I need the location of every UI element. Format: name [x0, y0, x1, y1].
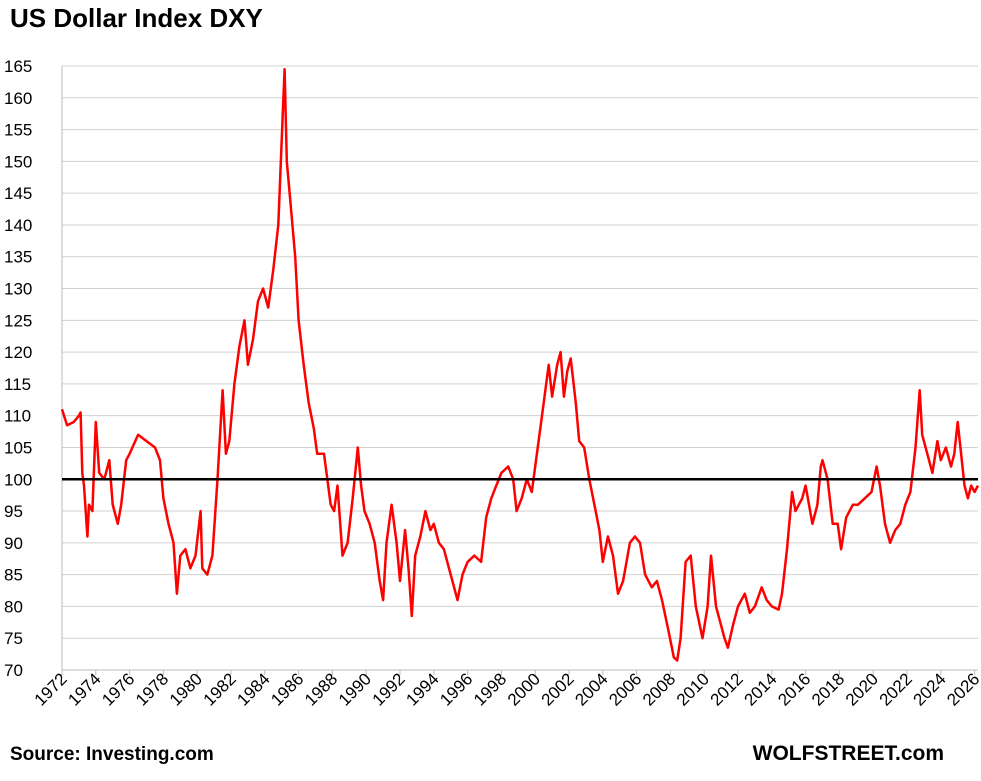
x-tick-label: 2014 — [740, 669, 780, 709]
y-tick-label: 165 — [4, 57, 32, 76]
y-tick-label: 85 — [4, 566, 23, 585]
x-tick-label: 2020 — [842, 669, 882, 709]
x-tick-label: 1982 — [200, 669, 240, 709]
x-tick-label: 2000 — [504, 669, 544, 709]
line — [60, 67, 980, 662]
x-tick-label: 1984 — [233, 669, 273, 709]
y-tick-label: 135 — [4, 248, 32, 267]
x-tick-label: 2010 — [673, 669, 713, 709]
y-tick-label: 105 — [4, 438, 32, 457]
x-tick-label: 1996 — [436, 669, 476, 709]
x-tick-label: 1978 — [132, 669, 172, 709]
y-tick-label: 75 — [4, 629, 23, 648]
x-tick-label: 1998 — [470, 669, 510, 709]
y-tick-label: 100 — [4, 470, 32, 489]
y-tick-label: 90 — [4, 534, 23, 553]
x-tick-label: 1994 — [402, 669, 442, 709]
y-tick-label: 150 — [4, 152, 32, 171]
y-tick-label: 115 — [4, 375, 31, 394]
y-tick-label: 140 — [4, 216, 32, 235]
y-tick-label: 145 — [4, 184, 32, 203]
x-tick-label: 1986 — [267, 669, 307, 709]
x-tick-label: 2018 — [808, 669, 848, 709]
x-tick-label: 2006 — [605, 669, 645, 709]
y-tick-label: 80 — [4, 597, 23, 616]
x-tick-label: 1988 — [301, 669, 341, 709]
source: Source: Investing.com — [10, 744, 214, 765]
y-tick-label: 95 — [4, 502, 23, 521]
x-tick-label: 1980 — [166, 669, 206, 709]
x-tick-label: 2012 — [707, 669, 747, 709]
x-tick-label: 1972 — [31, 669, 71, 709]
x-tick-label: 1990 — [335, 669, 375, 709]
x-tick-label: 2026 — [943, 669, 981, 709]
x-tick-label: 2024 — [909, 669, 949, 709]
x-tick-label: 2002 — [538, 669, 578, 709]
x-tick-label: 2004 — [571, 669, 611, 709]
y-tick-label: 130 — [4, 280, 32, 299]
x-tick-label: 2022 — [876, 669, 916, 709]
x-tick-label: 1992 — [369, 669, 409, 709]
y-tick-label: 155 — [4, 121, 32, 140]
x-tick-label: 2016 — [774, 669, 814, 709]
brand: WOLFSTREET.com — [753, 742, 944, 765]
x-tick-label: 1976 — [98, 669, 138, 709]
x-tick-label: 2008 — [639, 669, 679, 709]
y-tick-label: 110 — [4, 407, 31, 426]
x-tick-label: 1974 — [64, 669, 104, 709]
y-tick-label: 125 — [4, 311, 32, 330]
chart-title: US Dollar Index DXY — [10, 3, 263, 33]
y-tick-label: 120 — [4, 343, 32, 362]
y-tick-label: 70 — [4, 661, 23, 680]
y-tick-label: 160 — [4, 89, 32, 108]
